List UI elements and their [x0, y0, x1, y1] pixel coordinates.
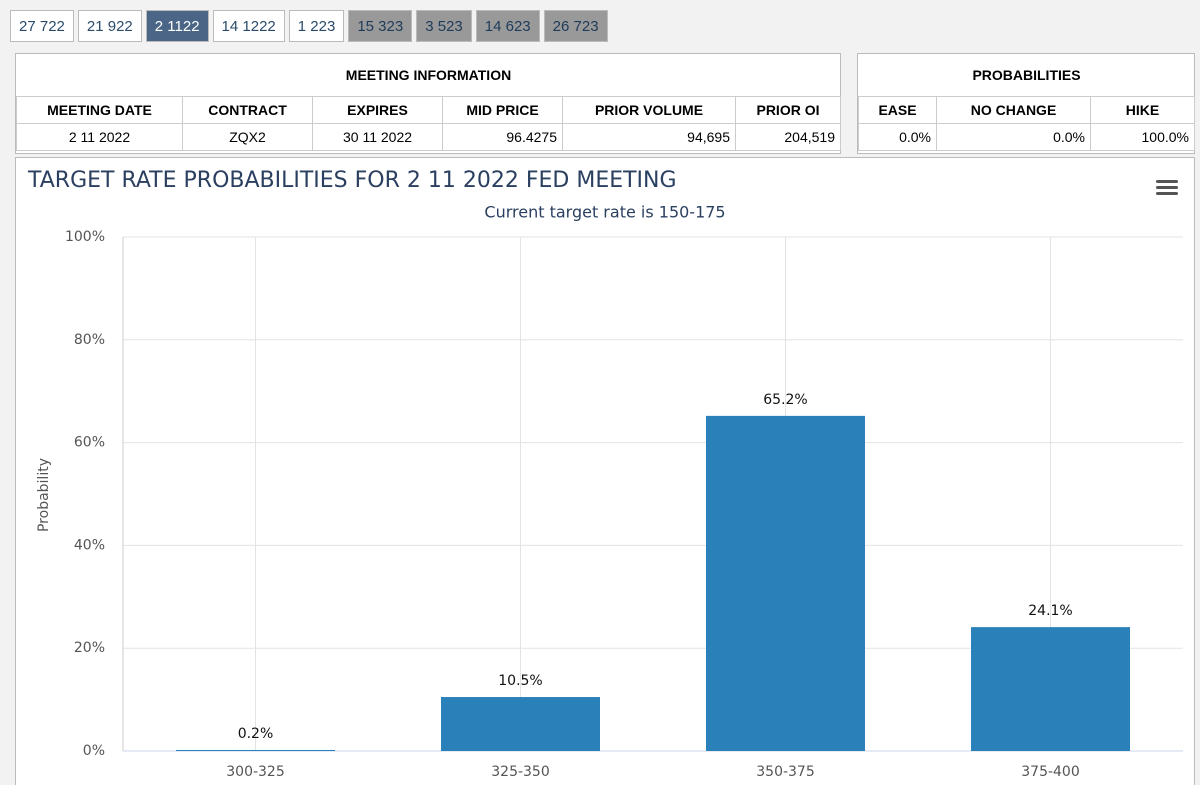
data-row: 2 11 2022 ZQX2 30 11 2022 96.4275 94,695 204,… [16, 123, 841, 151]
y-tick-label: 20% [74, 640, 105, 656]
column-header: NO CHANGE [936, 96, 1091, 124]
menu-bar[interactable] [1156, 186, 1178, 189]
cell: 2 11 2022 [16, 123, 183, 151]
header-row: MEETING DATE CONTRACT EXPIRES MID PRICE PRIO… [16, 96, 841, 124]
bar [441, 697, 600, 751]
column-header: PRIOR OI [735, 96, 841, 124]
column-header: EXPIRES [312, 96, 443, 124]
tab[interactable]: 2 1122 [145, 10, 209, 42]
cell: 204,519 [735, 123, 841, 151]
tab[interactable]: 14 623 [475, 10, 540, 42]
chart-panel [15, 157, 1195, 785]
tab[interactable]: 21 922 [77, 10, 142, 42]
x-tick-label: 300-325 [226, 764, 285, 780]
meeting-info-panel: MEETING INFORMATION MEETING DATE CONTRACT E… [15, 53, 841, 154]
table-title: PROBABILITIES [972, 67, 1081, 83]
data-label: 24.1% [1028, 603, 1072, 619]
y-tick-label: 60% [74, 435, 105, 451]
cell: 0.0% [858, 123, 937, 151]
tab[interactable]: 1 223 [288, 10, 345, 42]
cell: 30 11 2022 [312, 123, 443, 151]
y-axis-label: Probability [36, 458, 52, 532]
data-row: 0.0% 0.0% 100.0% [858, 123, 1195, 151]
title-row: MEETING INFORMATION [17, 54, 841, 97]
column-header: PRIOR VOLUME [562, 96, 736, 124]
chart-subtitle: Current target rate is 150-175 [484, 203, 725, 222]
cell: ZQX2 [182, 123, 313, 151]
tab-bar: 27 722 21 922 2 1122 14 1222 1 223 15 323 3 52… [10, 10, 608, 42]
menu-bar[interactable] [1156, 192, 1178, 195]
menu-icon[interactable] [1156, 180, 1178, 195]
cell: 0.0% [936, 123, 1091, 151]
column-header: CONTRACT [182, 96, 313, 124]
chart-title: TARGET RATE PROBABILITIES FOR 2 11 2022 … [27, 168, 677, 193]
column-header: MID PRICE [442, 96, 563, 124]
cell: 96.4275 [442, 123, 563, 151]
x-tick-label: 325-350 [491, 764, 550, 780]
x-tick-label: 375-400 [1021, 764, 1080, 780]
cell: 94,695 [562, 123, 736, 151]
table: PROBABILITIES EASE NO CHANGE HIKE 0.0% 0.0% 10… [858, 54, 1195, 151]
probabilities-panel: PROBABILITIES EASE NO CHANGE HIKE 0.0% 0.0% 10… [857, 53, 1195, 154]
data-label: 0.2% [238, 726, 274, 742]
y-tick-label: 40% [74, 537, 105, 553]
menu-bar[interactable] [1156, 180, 1178, 183]
tab[interactable]: 3 523 [416, 10, 472, 42]
y-tick-label: 0% [83, 743, 105, 759]
tab[interactable]: 14 1222 [212, 10, 285, 42]
y-tick-label: 100% [65, 229, 105, 245]
tab[interactable]: 15 323 [348, 10, 413, 42]
column-header: HIKE [1090, 96, 1195, 124]
column-header: MEETING DATE [16, 96, 183, 124]
cell: 100.0% [1090, 123, 1195, 151]
data-label: 10.5% [498, 673, 542, 689]
bar [971, 627, 1130, 751]
table-title: MEETING INFORMATION [345, 67, 512, 83]
header-row: EASE NO CHANGE HIKE [858, 96, 1195, 124]
tab[interactable]: 26 723 [543, 10, 608, 42]
x-tick-label: 350-375 [756, 764, 815, 780]
data-label: 65.2% [763, 392, 807, 408]
bar [176, 749, 335, 751]
table: MEETING INFORMATION MEETING DATE CONTRACT E… [16, 54, 841, 151]
bar [706, 415, 865, 751]
tab[interactable]: 27 722 [10, 10, 74, 42]
y-tick-label: 80% [74, 332, 105, 348]
title-row: PROBABILITIES [859, 54, 1195, 97]
